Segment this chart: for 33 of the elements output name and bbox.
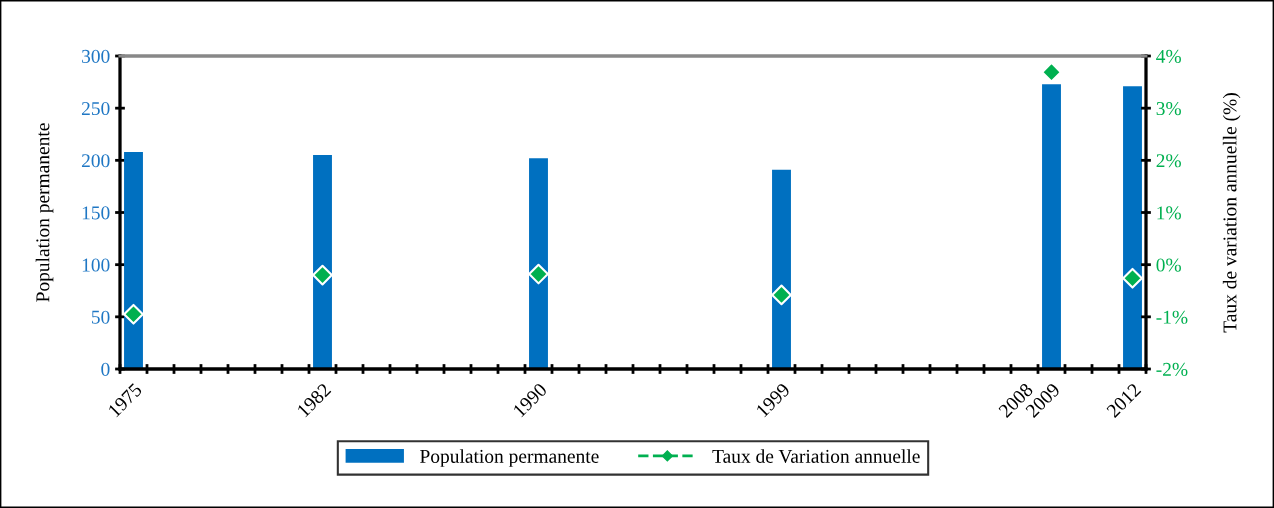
y-axis-title: Population permanente	[35, 123, 54, 302]
y2-tick-label: 1%	[1157, 206, 1181, 220]
y-tick-label: 150	[82, 206, 110, 220]
bar	[313, 155, 332, 369]
point	[1041, 61, 1062, 83]
y2-tick-label: -1%	[1156, 310, 1188, 324]
y2-tick-label: -2%	[1156, 362, 1188, 376]
point	[771, 284, 792, 306]
point	[123, 303, 144, 325]
legend-label: Population permanente	[420, 449, 599, 467]
y2-axis-title: Taux de variation annuelle (%)	[1222, 93, 1241, 333]
y-tick-label: 50	[91, 310, 110, 324]
y2-tick-label: 3%	[1156, 101, 1181, 116]
bar	[772, 169, 791, 369]
y2-tick-label: 0%	[1156, 258, 1181, 272]
y-tick-label: 0	[101, 362, 110, 376]
y-tick-label: 100	[82, 258, 110, 272]
y2-tick-label: 4%	[1156, 49, 1181, 63]
x-tick-label: 1999	[755, 382, 791, 418]
point	[528, 263, 549, 285]
y2-tick-label: 2%	[1156, 154, 1181, 168]
y-tick-label: 300	[82, 49, 110, 63]
bar	[1123, 86, 1142, 369]
point	[1122, 267, 1143, 289]
bar	[529, 158, 548, 369]
x-tick-label: 1982	[296, 382, 332, 418]
legend-label: Taux de Variation annuelle	[712, 449, 920, 464]
bar	[124, 151, 143, 369]
point	[312, 264, 333, 286]
bar	[1042, 84, 1061, 369]
x-tick-label: 1990	[512, 382, 548, 418]
y-tick-label: 250	[81, 101, 110, 116]
y-tick-label: 200	[81, 154, 110, 168]
